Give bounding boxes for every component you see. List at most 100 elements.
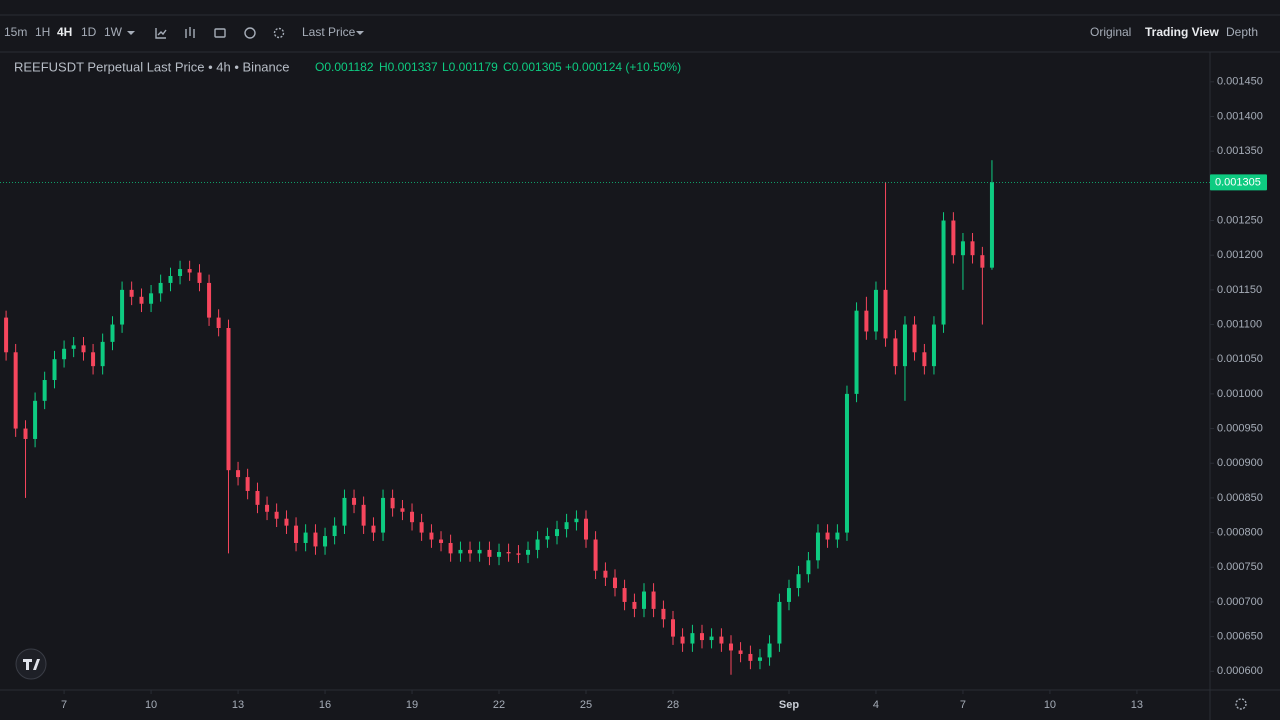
x-tick-label: 7: [61, 699, 67, 711]
candle-body: [100, 341, 105, 367]
candle-body: [197, 272, 202, 283]
interval-button[interactable]: 1W: [104, 25, 123, 39]
y-tick-label: 0.001000: [1217, 388, 1263, 400]
candle-body: [265, 504, 270, 512]
settings-icon[interactable]: [273, 27, 285, 39]
candle-body: [989, 182, 994, 268]
candle-body: [757, 657, 762, 661]
candle-body: [371, 525, 376, 533]
interval-dropdown[interactable]: [127, 31, 135, 35]
ohlc-change: +0.000124 (+10.50%): [565, 60, 681, 74]
candle-body: [622, 588, 627, 602]
y-tick-label: 0.000950: [1217, 422, 1263, 434]
candle-body: [216, 317, 221, 329]
view-tab[interactable]: Original: [1090, 25, 1131, 39]
tv-logo[interactable]: [15, 648, 47, 680]
candle-body: [497, 551, 502, 557]
candle-body: [728, 643, 733, 651]
y-tick-label: 0.001200: [1217, 249, 1263, 261]
candle-body: [477, 549, 482, 554]
add-icon[interactable]: [244, 27, 256, 39]
candle-body: [796, 574, 801, 589]
candle-body: [786, 588, 791, 602]
candle-body: [922, 352, 927, 367]
interval-button[interactable]: 15m: [4, 25, 27, 39]
candles: [4, 160, 994, 675]
y-tick-label: 0.001250: [1217, 214, 1263, 226]
candle-body: [516, 553, 521, 555]
candle-body: [390, 497, 395, 509]
candle-body: [468, 549, 473, 554]
candle-body: [303, 532, 308, 543]
candle-body: [902, 324, 907, 367]
candle-body: [352, 497, 357, 505]
candle-body: [767, 643, 772, 658]
y-tick-label: 0.001450: [1217, 76, 1263, 88]
interval-button[interactable]: 1D: [81, 25, 97, 39]
candle-body: [960, 241, 965, 256]
candle-body: [226, 328, 231, 471]
candle-body: [545, 536, 550, 540]
candle-body: [342, 497, 347, 526]
x-tick-label: 25: [580, 699, 592, 711]
ohlc-close: C0.001305: [503, 60, 562, 74]
candle-body: [381, 497, 386, 533]
candle-body: [506, 551, 511, 554]
price-source-dropdown[interactable]: [356, 31, 364, 35]
y-tick-label: 0.000650: [1217, 631, 1263, 643]
x-tick-label: 10: [145, 699, 157, 711]
candle-body: [294, 525, 299, 543]
candle-body: [236, 470, 241, 478]
x-tick-label: 28: [667, 699, 679, 711]
candle-body: [4, 317, 9, 353]
candle-body: [361, 504, 366, 526]
candle-body: [680, 636, 685, 644]
price-source[interactable]: Last Price: [302, 25, 356, 39]
candle-body: [709, 636, 714, 641]
candle-body: [555, 529, 560, 537]
view-tab[interactable]: Depth: [1226, 25, 1258, 39]
x-tick-label: 4: [873, 699, 879, 711]
candle-body: [158, 282, 163, 294]
candle-body: [284, 518, 289, 526]
chart-type-icon[interactable]: [185, 27, 195, 38]
candle-body: [120, 289, 125, 325]
interval-button[interactable]: 4H: [57, 25, 72, 39]
candle-body: [864, 310, 869, 332]
candle-body: [129, 289, 134, 297]
x-tick-label: 13: [232, 699, 244, 711]
candle-body: [641, 591, 646, 609]
candle-body: [439, 539, 444, 543]
candle-body: [71, 345, 76, 349]
snapshot-icon[interactable]: [214, 28, 226, 38]
ohlc-low: L0.001179: [442, 60, 498, 74]
candle-body: [400, 508, 405, 512]
indicator-icon[interactable]: [155, 28, 167, 39]
candle-body: [931, 324, 936, 367]
interval-button[interactable]: 1H: [35, 25, 50, 39]
candle-body: [313, 532, 318, 547]
candle-body: [149, 293, 154, 304]
y-tick-label: 0.001400: [1217, 110, 1263, 122]
candle-body: [825, 532, 830, 540]
candle-body: [632, 601, 637, 609]
view-tab[interactable]: Trading View: [1145, 25, 1219, 39]
candle-body: [91, 352, 96, 367]
y-tick-label: 0.000800: [1217, 526, 1263, 538]
tv-logo-mark: [23, 659, 40, 670]
x-tick-label: 19: [406, 699, 418, 711]
last-price-badge: [1210, 174, 1267, 191]
symbol-title: REEFUSDT Perpetual Last Price • 4h • Bin…: [14, 59, 290, 74]
candle-body: [584, 518, 589, 540]
candle-body: [883, 289, 888, 339]
candle-body: [593, 539, 598, 571]
candle-body: [806, 560, 811, 575]
candle-body: [941, 220, 946, 325]
candle-body: [699, 633, 704, 641]
axis-settings-icon[interactable]: [1235, 698, 1247, 710]
candle-body: [23, 428, 28, 439]
y-tick-label: 0.000750: [1217, 561, 1263, 573]
ohlc-high: H0.001337: [379, 60, 438, 74]
